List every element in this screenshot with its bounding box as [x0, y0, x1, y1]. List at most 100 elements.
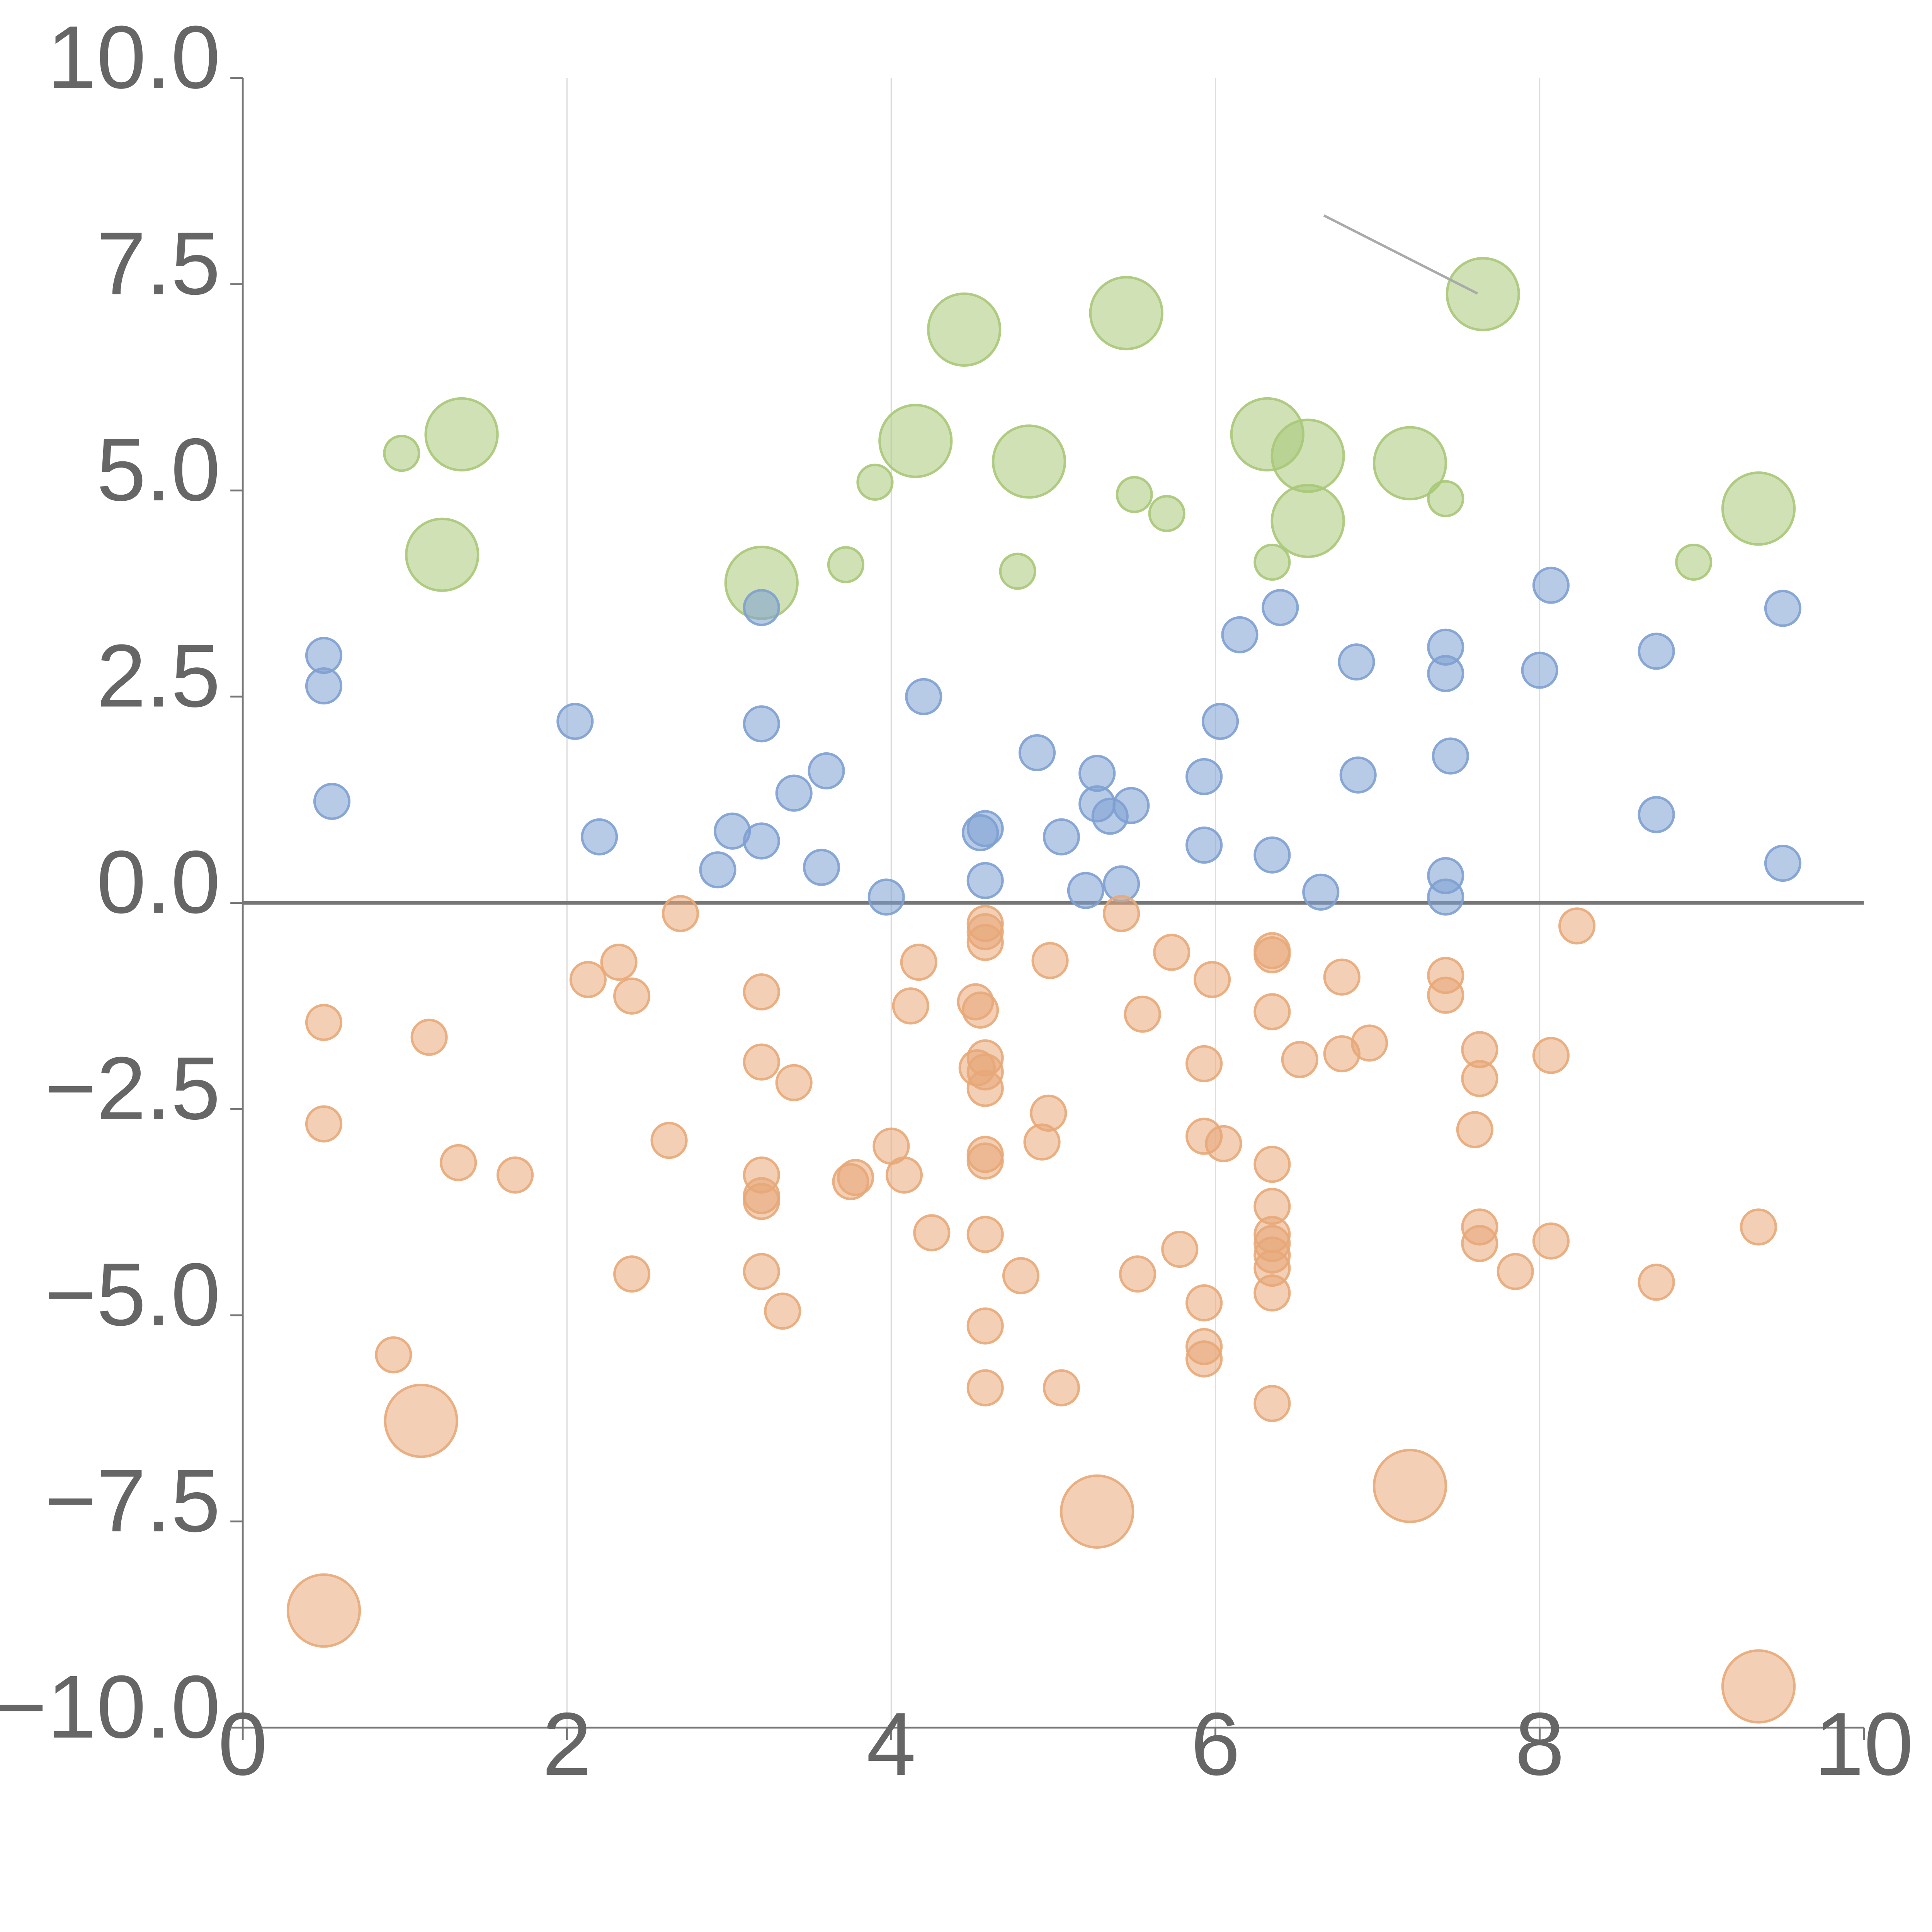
data-point-blue	[803, 849, 840, 886]
data-point-green	[878, 404, 953, 478]
data-point-orange	[650, 1122, 688, 1159]
data-point-orange	[384, 1383, 458, 1458]
data-point-orange	[743, 1043, 780, 1081]
data-point-orange	[1124, 995, 1161, 1033]
data-point-blue	[1764, 590, 1802, 627]
data-point-orange	[305, 1003, 343, 1041]
data-point-orange	[1119, 1255, 1156, 1293]
data-point-orange	[1558, 907, 1596, 945]
data-point-orange	[1456, 1111, 1493, 1148]
y-tick-label: −5.0	[44, 1244, 221, 1344]
y-tick-label: −2.5	[44, 1038, 221, 1138]
data-point-blue	[1521, 651, 1558, 689]
data-point-green	[1116, 476, 1153, 513]
data-point-orange	[286, 1573, 361, 1648]
annotation-leader-line	[1323, 214, 1478, 295]
data-point-green	[1253, 543, 1291, 581]
data-point-orange	[1427, 976, 1464, 1014]
data-point-orange	[885, 1156, 923, 1194]
data-point-blue	[743, 822, 780, 860]
data-point-orange	[1253, 1274, 1291, 1312]
data-point-green	[424, 397, 499, 472]
data-point-green	[1721, 471, 1796, 546]
data-point-orange	[913, 1214, 951, 1252]
data-point-green	[1089, 276, 1163, 350]
data-point-blue	[867, 878, 905, 916]
data-point-blue	[1532, 566, 1570, 604]
y-tick-label: −7.5	[44, 1451, 221, 1550]
data-point-blue	[1018, 734, 1056, 772]
data-point-orange	[410, 1019, 448, 1056]
data-point-orange	[966, 923, 1004, 961]
data-point-orange	[1253, 993, 1291, 1031]
data-point-blue	[1432, 737, 1469, 775]
y-tick-label: 5.0	[97, 420, 221, 519]
data-point-green	[1148, 495, 1185, 532]
data-point-orange	[1461, 1225, 1498, 1262]
data-point-blue	[556, 702, 594, 740]
data-point-blue	[313, 782, 351, 820]
y-tick-label: 7.5	[97, 213, 221, 313]
data-point-orange	[743, 1183, 780, 1220]
x-tick-label: 4	[866, 1694, 916, 1794]
data-point-orange	[613, 1255, 651, 1293]
data-point-orange	[1532, 1037, 1570, 1074]
data-point-blue	[1638, 633, 1675, 670]
data-point-green	[1372, 426, 1447, 500]
data-point-orange	[1194, 961, 1231, 998]
data-point-orange	[496, 1156, 534, 1194]
data-point-orange	[966, 1142, 1004, 1180]
y-tick-label: 0.0	[97, 832, 221, 932]
data-point-green	[1675, 543, 1713, 581]
data-point-blue	[1338, 643, 1375, 681]
data-point-blue	[1253, 836, 1291, 874]
data-point-orange	[966, 1307, 1004, 1345]
x-tick-label: 0	[218, 1694, 267, 1794]
data-point-blue	[1427, 655, 1464, 692]
data-point-orange	[1002, 1257, 1040, 1294]
data-point-orange	[1721, 1649, 1796, 1724]
data-point-blue	[966, 810, 1004, 847]
data-point-blue	[743, 705, 780, 743]
data-point-orange	[1253, 936, 1291, 974]
data-point-blue	[808, 752, 845, 790]
data-point-green	[405, 517, 480, 592]
data-point-green	[927, 292, 1002, 367]
data-point-blue	[1185, 758, 1223, 796]
y-tick-label: 2.5	[97, 626, 221, 726]
data-point-blue	[905, 678, 942, 715]
axes: 0 2 4 6 8 10 10.0 7.5 5.0 2.5 0.0 −2.5 −5.0 −7.5 −10.0	[0, 7, 1913, 1794]
data-point-orange	[1740, 1208, 1777, 1246]
data-point-orange	[1153, 934, 1190, 971]
data-point-orange	[1030, 1094, 1067, 1132]
y-tick-label: −10.0	[0, 1657, 221, 1757]
data-point-orange	[1031, 942, 1069, 980]
data-point-orange	[569, 961, 607, 998]
data-point-blue	[1302, 873, 1340, 911]
data-point-orange	[600, 944, 638, 981]
data-point-orange	[440, 1144, 477, 1182]
data-point-green	[827, 546, 865, 583]
data-point-blue	[1185, 827, 1223, 864]
data-point-orange	[1281, 1041, 1318, 1078]
data-point-green	[383, 435, 420, 472]
data-point-orange	[1185, 1340, 1223, 1378]
data-point-orange	[375, 1336, 412, 1374]
data-point-orange	[1497, 1253, 1534, 1290]
data-point-green	[856, 463, 894, 501]
data-point-blue	[1202, 702, 1239, 740]
data-point-orange	[966, 1369, 1004, 1406]
data-point-orange	[1532, 1222, 1570, 1260]
data-point-green	[1270, 484, 1345, 558]
data-point-green	[1270, 418, 1345, 493]
data-point-orange	[1185, 1045, 1223, 1082]
x-tick-label: 8	[1515, 1694, 1564, 1794]
data-point-orange	[1161, 1230, 1199, 1268]
data-point-blue	[743, 589, 780, 626]
data-point-blue	[305, 667, 343, 705]
data-point-orange	[1253, 1385, 1291, 1422]
data-point-blue	[775, 774, 813, 812]
data-point-orange	[764, 1293, 801, 1330]
